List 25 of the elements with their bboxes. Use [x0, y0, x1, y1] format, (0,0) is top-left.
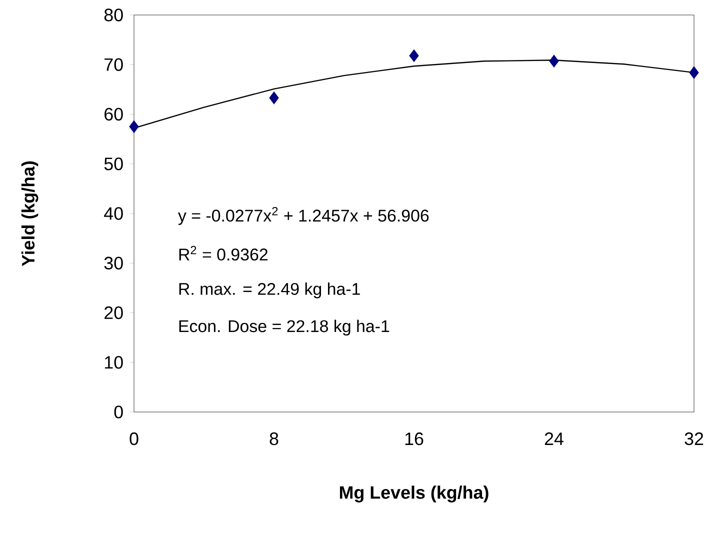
x-axis-title: Mg Levels (kg/ha)	[340, 486, 488, 502]
y-tick-label: 0	[114, 406, 123, 418]
point	[409, 50, 419, 62]
annotation: R$^{2}$ = 0.9362	[179, 246, 268, 261]
point	[129, 120, 139, 133]
x-tick-label: 16	[405, 432, 424, 446]
y-axis-title: Yield (kg/ha)	[21, 161, 38, 266]
x-tick-label: 24	[544, 432, 564, 445]
annotation: y = -0.0277x$^{2}$ + 1.2457x + 56.906	[178, 206, 429, 225]
annotation: Econ. Dose = 22.18 kg ha-1	[179, 320, 390, 336]
point	[689, 66, 699, 79]
point	[269, 92, 279, 104]
y-tick-label: 70	[104, 58, 123, 71]
y-tick-label: 30	[104, 256, 123, 270]
y-tick-label: 20	[104, 306, 123, 320]
y-tick-label: 50	[104, 158, 123, 170]
annotation: R. max. = 22.49 kg ha-1	[179, 282, 360, 298]
x-tick-label: 32	[684, 432, 704, 446]
y-tick-label: 80	[104, 8, 123, 22]
x-tick-label: 0	[130, 432, 138, 446]
point	[549, 55, 559, 68]
x-tick-label: 8	[270, 432, 278, 446]
y-tick-label: 10	[104, 356, 123, 369]
y-tick-label: 60	[104, 108, 123, 121]
y-tick-label: 40	[104, 207, 123, 220]
